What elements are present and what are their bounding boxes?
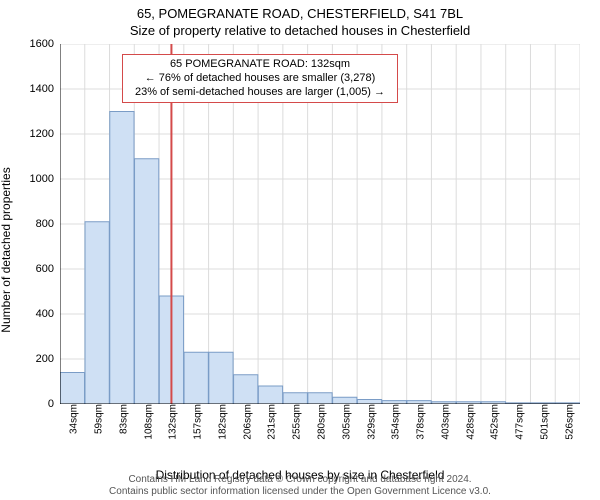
y-tick-label: 1000: [20, 173, 60, 185]
x-tick-label: 231sqm: [263, 404, 278, 440]
y-tick-label: 600: [20, 263, 60, 275]
x-tick-label: 59sqm: [90, 404, 105, 434]
annotation-line2: ← 76% of detached houses are smaller (3,…: [129, 72, 391, 86]
y-tick-label: 400: [20, 308, 60, 320]
chart-area: 02004006008001000120014001600 34sqm59sqm…: [60, 44, 580, 404]
x-tick-label: 378sqm: [412, 404, 427, 440]
x-tick-label: 354sqm: [387, 404, 402, 440]
y-tick-label: 1400: [20, 83, 60, 95]
histogram-bar: [333, 397, 357, 404]
histogram-bar: [60, 373, 84, 405]
x-tick-label: 329sqm: [362, 404, 377, 440]
histogram-bar: [110, 112, 134, 405]
x-tick-label: 305sqm: [337, 404, 352, 440]
x-tick-label: 34sqm: [65, 404, 80, 434]
footer-line1: Contains HM Land Registry data © Crown c…: [0, 474, 600, 486]
x-tick-label: 83sqm: [114, 404, 129, 434]
histogram-bar: [283, 393, 307, 404]
address-line: 65, POMEGRANATE ROAD, CHESTERFIELD, S41 …: [0, 6, 600, 21]
x-tick-label: 255sqm: [288, 404, 303, 440]
histogram-bar: [234, 375, 258, 404]
histogram-bar: [135, 159, 159, 404]
x-tick-label: 452sqm: [486, 404, 501, 440]
x-tick-label: 477sqm: [511, 404, 526, 440]
y-tick-label: 0: [20, 398, 60, 410]
y-axis-label: Number of detached properties: [0, 85, 13, 250]
footer-attribution: Contains HM Land Registry data © Crown c…: [0, 474, 600, 498]
histogram-bar: [258, 386, 282, 404]
histogram-bar: [85, 222, 109, 404]
histogram-bar: [308, 393, 332, 404]
y-tick-label: 1600: [20, 38, 60, 50]
x-tick-label: 403sqm: [436, 404, 451, 440]
title-block: 65, POMEGRANATE ROAD, CHESTERFIELD, S41 …: [0, 0, 600, 38]
y-tick-label: 200: [20, 353, 60, 365]
y-tick-label: 1200: [20, 128, 60, 140]
subtitle-line: Size of property relative to detached ho…: [0, 23, 600, 38]
x-tick-label: 206sqm: [238, 404, 253, 440]
x-tick-label: 157sqm: [189, 404, 204, 440]
annotation-box: 65 POMEGRANATE ROAD: 132sqm ← 76% of det…: [122, 54, 398, 103]
histogram-bar: [184, 352, 208, 404]
x-tick-label: 132sqm: [164, 404, 179, 440]
x-tick-label: 280sqm: [313, 404, 328, 440]
y-tick-label: 800: [20, 218, 60, 230]
annotation-line1: 65 POMEGRANATE ROAD: 132sqm: [129, 58, 391, 72]
annotation-line3: 23% of semi-detached houses are larger (…: [129, 86, 391, 100]
x-tick-label: 428sqm: [461, 404, 476, 440]
footer-line2: Contains public sector information licen…: [0, 486, 600, 498]
x-tick-label: 526sqm: [560, 404, 575, 440]
x-tick-label: 182sqm: [213, 404, 228, 440]
x-tick-label: 108sqm: [139, 404, 154, 440]
histogram-bar: [209, 352, 233, 404]
x-tick-label: 501sqm: [535, 404, 550, 440]
